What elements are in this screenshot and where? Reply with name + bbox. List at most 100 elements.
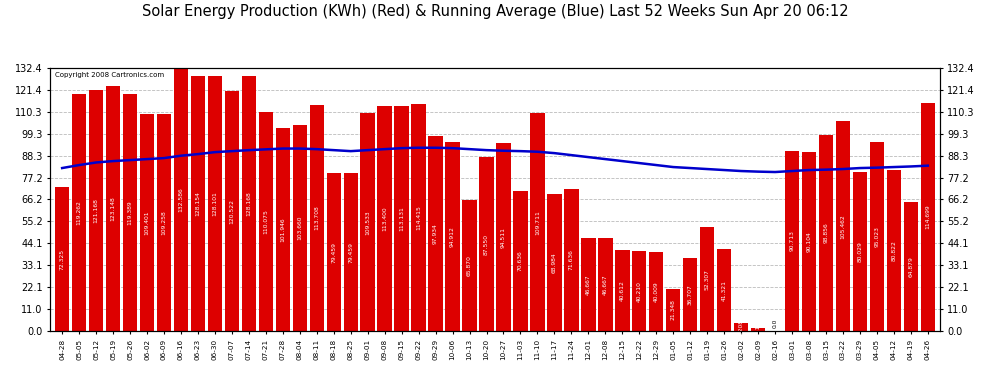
Bar	[275, 128, 290, 331]
Text: 36.707: 36.707	[688, 284, 693, 305]
Bar	[208, 76, 222, 331]
Text: 121.168: 121.168	[94, 198, 99, 223]
Text: 4.208: 4.208	[739, 318, 743, 336]
Text: 109.711: 109.711	[535, 210, 540, 234]
Text: 113.708: 113.708	[314, 206, 319, 231]
Bar	[360, 113, 375, 331]
Bar	[89, 90, 103, 331]
Text: 40.612: 40.612	[620, 280, 625, 301]
Text: 119.262: 119.262	[76, 200, 81, 225]
Text: 72.325: 72.325	[59, 249, 64, 270]
Bar	[156, 114, 171, 331]
Bar	[683, 258, 697, 331]
Bar	[564, 189, 578, 331]
Bar	[140, 114, 154, 331]
Text: 114.415: 114.415	[416, 205, 421, 230]
Text: 80.029: 80.029	[857, 241, 862, 262]
Bar	[581, 238, 596, 331]
Bar	[462, 200, 477, 331]
Text: 119.389: 119.389	[128, 200, 133, 225]
Bar	[479, 157, 494, 331]
Text: 46.667: 46.667	[603, 274, 608, 295]
Text: 113.131: 113.131	[399, 206, 404, 231]
Text: 79.459: 79.459	[332, 242, 337, 262]
Bar	[344, 173, 358, 331]
Text: Solar Energy Production (KWh) (Red) & Running Average (Blue) Last 52 Weeks Sun A: Solar Energy Production (KWh) (Red) & Ru…	[142, 4, 848, 19]
Text: 109.533: 109.533	[365, 210, 370, 234]
Bar	[293, 125, 307, 331]
Text: 128.154: 128.154	[195, 191, 200, 216]
Text: 109.401: 109.401	[145, 210, 149, 235]
Text: 80.822: 80.822	[891, 240, 896, 261]
Text: 90.713: 90.713	[790, 231, 795, 251]
Text: 103.660: 103.660	[297, 216, 302, 240]
Bar	[632, 251, 646, 331]
Text: 94.912: 94.912	[450, 226, 455, 247]
Bar	[429, 136, 443, 331]
Bar	[717, 249, 732, 331]
Bar	[836, 122, 850, 331]
Bar	[852, 172, 867, 331]
Text: 113.400: 113.400	[382, 206, 387, 231]
Text: 123.148: 123.148	[111, 196, 116, 221]
Text: 40.009: 40.009	[653, 281, 658, 302]
Text: 90.104: 90.104	[807, 231, 812, 252]
Text: 114.699: 114.699	[926, 205, 931, 230]
Text: 70.636: 70.636	[518, 251, 523, 272]
Bar	[310, 105, 324, 331]
Bar	[72, 94, 86, 331]
Text: 109.258: 109.258	[161, 210, 166, 235]
Text: 105.462: 105.462	[841, 214, 845, 238]
Bar	[598, 238, 613, 331]
Bar	[242, 76, 256, 331]
Text: 120.522: 120.522	[230, 199, 235, 224]
Bar	[191, 76, 205, 331]
Bar	[615, 251, 630, 331]
Bar	[496, 143, 511, 331]
Bar	[513, 190, 528, 331]
Bar	[446, 142, 459, 331]
Bar	[394, 106, 409, 331]
Text: 128.168: 128.168	[247, 191, 251, 216]
Bar	[377, 105, 392, 331]
Text: 71.636: 71.636	[569, 249, 574, 270]
Text: 41.321: 41.321	[722, 280, 727, 301]
Bar	[802, 152, 816, 331]
Text: 132.586: 132.586	[178, 187, 183, 211]
Text: 101.946: 101.946	[280, 217, 285, 242]
Bar	[819, 135, 834, 331]
Bar	[258, 112, 273, 331]
Text: 21.348: 21.348	[671, 300, 676, 320]
Text: 46.667: 46.667	[586, 274, 591, 295]
Bar	[54, 187, 69, 331]
Text: 79.459: 79.459	[348, 242, 353, 262]
Bar	[734, 323, 748, 331]
Bar	[649, 252, 663, 331]
Bar	[870, 142, 884, 331]
Text: 110.075: 110.075	[263, 209, 268, 234]
Bar	[785, 151, 799, 331]
Text: 94.511: 94.511	[501, 227, 506, 248]
Text: 40.210: 40.210	[637, 281, 642, 302]
Bar	[123, 94, 138, 331]
Bar	[531, 113, 544, 331]
Text: 64.879: 64.879	[909, 256, 914, 277]
Text: 98.856: 98.856	[824, 222, 829, 243]
Text: 65.870: 65.870	[467, 255, 472, 276]
Text: 128.101: 128.101	[213, 191, 218, 216]
Text: 97.934: 97.934	[433, 224, 439, 244]
Text: 1.413: 1.413	[755, 321, 760, 338]
Text: Copyright 2008 Cartronics.com: Copyright 2008 Cartronics.com	[54, 72, 163, 78]
Bar	[547, 194, 561, 331]
Bar	[174, 68, 188, 331]
Bar	[750, 328, 765, 331]
Bar	[327, 173, 341, 331]
Bar	[887, 170, 901, 331]
Bar	[106, 86, 120, 331]
Text: 0.0: 0.0	[772, 319, 777, 328]
Bar	[412, 104, 426, 331]
Text: 68.984: 68.984	[551, 252, 557, 273]
Bar	[921, 103, 936, 331]
Bar	[904, 202, 918, 331]
Text: 52.307: 52.307	[705, 269, 710, 290]
